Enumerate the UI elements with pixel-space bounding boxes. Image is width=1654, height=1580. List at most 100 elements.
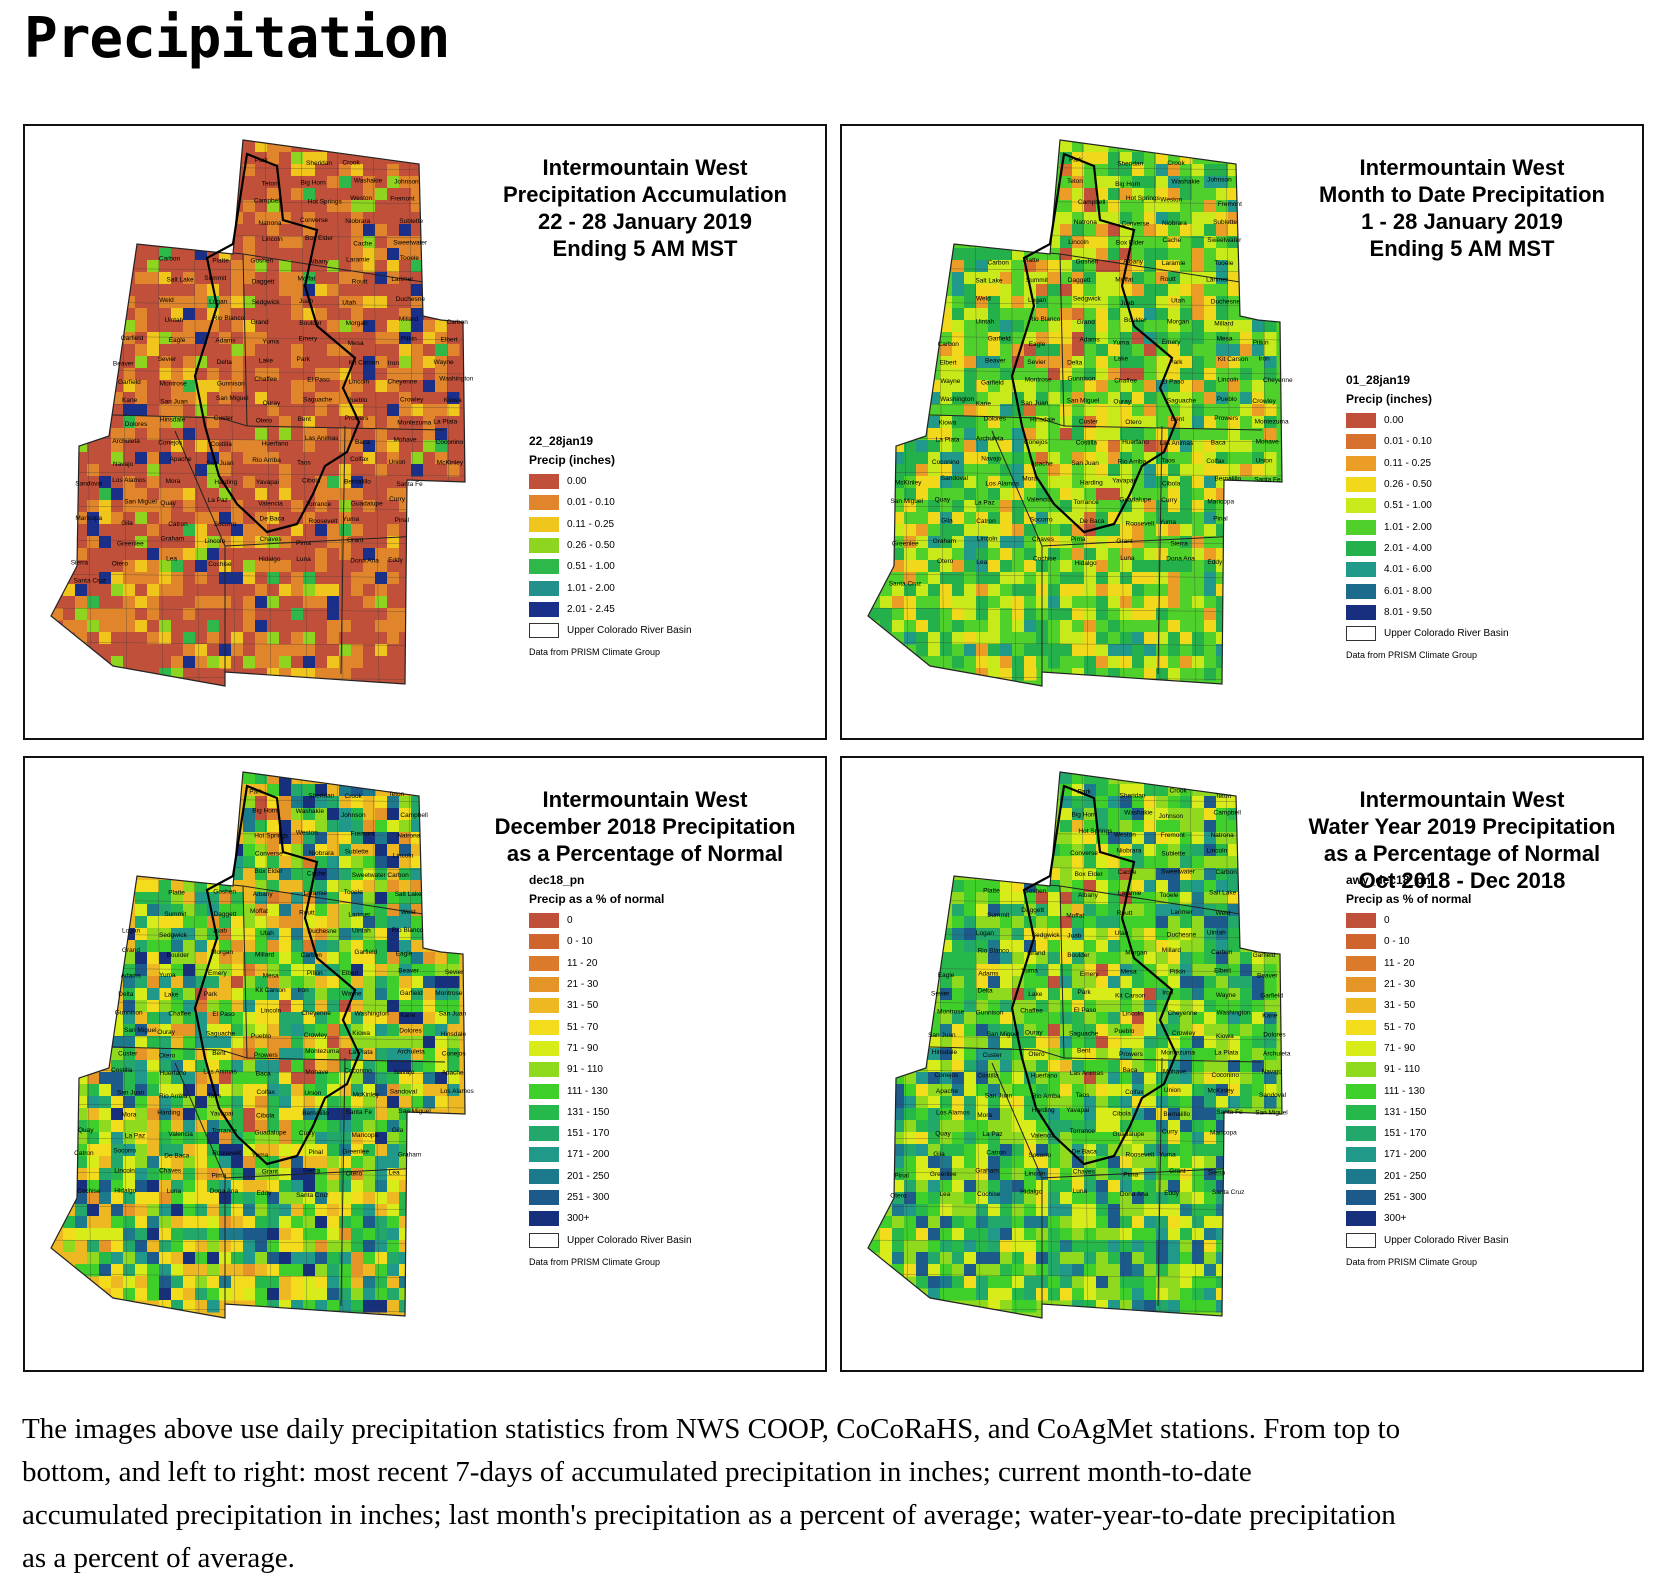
raster-cell [1072, 176, 1085, 189]
county-label: Montrose [160, 381, 187, 388]
raster-cell [207, 656, 220, 669]
raster-cell [1252, 404, 1265, 417]
raster-cell [952, 620, 965, 633]
raster-cell [387, 1084, 400, 1097]
county-label: San Juan [439, 1011, 467, 1018]
raster-cell [123, 620, 136, 633]
raster-cell [1192, 416, 1205, 429]
raster-cell [339, 1288, 352, 1301]
raster-cell [339, 1144, 352, 1157]
raster-cell [111, 1168, 124, 1181]
raster-cell [1084, 988, 1097, 1001]
raster-cell [1168, 548, 1181, 561]
raster-cell [1180, 380, 1193, 393]
county-label: Sierra [71, 559, 89, 566]
raster-cell [219, 428, 232, 441]
raster-cell [1048, 928, 1061, 941]
raster-cell [315, 572, 328, 585]
county-label: Torrance [1073, 499, 1099, 506]
raster-cell [279, 1300, 292, 1313]
raster-cell [315, 1228, 328, 1241]
raster-cell [964, 248, 977, 261]
raster-cell [171, 368, 184, 381]
raster-cell [892, 1144, 905, 1157]
raster-cell [303, 832, 316, 845]
raster-cell [1132, 952, 1145, 965]
raster-cell [267, 560, 280, 573]
raster-cell [75, 536, 88, 549]
raster-cell [231, 1120, 244, 1133]
raster-cell [351, 428, 364, 441]
county-line [51, 1205, 465, 1211]
raster-cell [135, 464, 148, 477]
raster-cell [279, 988, 292, 1001]
raster-cell [99, 1120, 112, 1133]
raster-cell [1180, 1048, 1193, 1061]
county-label: Huerfano [160, 1070, 187, 1077]
raster-cell [1084, 1120, 1097, 1133]
raster-cell [123, 1012, 136, 1025]
raster-cell [339, 152, 352, 165]
raster-cell [1048, 452, 1061, 465]
raster-cell [135, 440, 148, 453]
raster-cell [1036, 1024, 1049, 1037]
raster-cell [171, 928, 184, 941]
raster-cell [207, 1264, 220, 1277]
raster-cell [159, 1228, 172, 1241]
raster-cell [1060, 164, 1073, 177]
raster-cell [315, 952, 328, 965]
raster-cell [1000, 284, 1013, 297]
raster-cell [1204, 248, 1217, 261]
raster-cell [399, 440, 412, 453]
map-title: Intermountain West Precipitation Accumul… [465, 154, 825, 262]
raster-cell [880, 1240, 893, 1253]
raster-cell [147, 1276, 160, 1289]
raster-cell [1132, 1036, 1145, 1049]
raster-cell [315, 1144, 328, 1157]
raster-cell [916, 1156, 929, 1169]
raster-cell [964, 572, 977, 585]
raster-cell [1168, 1060, 1181, 1073]
county-label: Grant [1116, 538, 1132, 545]
raster-cell [1216, 880, 1229, 893]
raster-cell [1060, 1060, 1073, 1073]
county-label: Park [1069, 157, 1083, 164]
raster-cell [1120, 572, 1133, 585]
raster-cell [976, 632, 989, 645]
map-title: Intermountain West Month to Date Precipi… [1282, 154, 1642, 262]
county-label: Lincoln [114, 1168, 135, 1175]
raster-cell [1120, 844, 1133, 857]
raster-cell [1156, 656, 1169, 669]
county-label: Coconino [436, 439, 464, 446]
county-label: Goshen [213, 889, 236, 896]
raster-cell [1228, 856, 1241, 869]
county-label: Sheridan [308, 792, 334, 799]
raster-cell [399, 176, 412, 189]
county-label: Valencia [258, 500, 283, 507]
raster-cell [183, 248, 196, 261]
county-line [868, 675, 1282, 681]
raster-cell [315, 976, 328, 989]
raster-cell [243, 1192, 256, 1205]
raster-cell [243, 1228, 256, 1241]
raster-cell [195, 1084, 208, 1097]
raster-cell [375, 332, 388, 345]
raster-cell [243, 928, 256, 941]
raster-cell [327, 1012, 340, 1025]
raster-cell [1120, 500, 1133, 513]
raster-cell [904, 1180, 917, 1193]
raster-cell [1072, 1144, 1085, 1157]
raster-cell [1084, 880, 1097, 893]
raster-cell [1084, 176, 1097, 189]
raster-cell [255, 904, 268, 917]
raster-cell [255, 404, 268, 417]
raster-cell [1228, 820, 1241, 833]
raster-cell [375, 988, 388, 1001]
raster-cell [988, 1060, 1001, 1073]
raster-cell [1168, 1156, 1181, 1169]
raster-cell [1204, 260, 1217, 273]
raster-cell [135, 536, 148, 549]
raster-cell [1096, 428, 1109, 441]
raster-cell [952, 1180, 965, 1193]
raster-cell [1024, 560, 1037, 573]
